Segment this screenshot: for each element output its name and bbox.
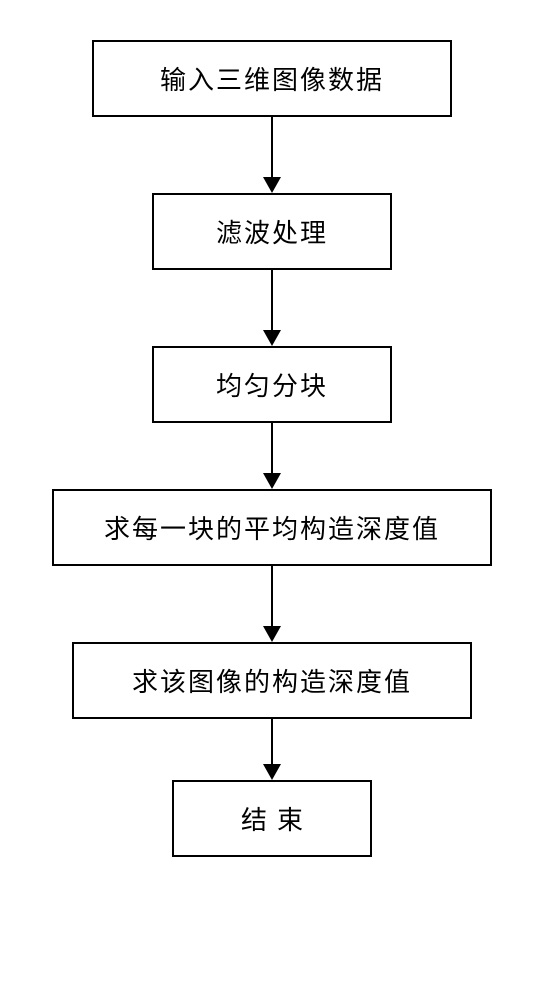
flow-node-end: 结束	[172, 780, 372, 857]
flow-node-label: 滤波处理	[216, 213, 328, 250]
arrow-line	[271, 566, 273, 626]
flow-node-image-depth: 求该图像的构造深度值	[72, 642, 472, 719]
arrow-head-icon	[263, 473, 281, 489]
arrow-head-icon	[263, 330, 281, 346]
arrow-head-icon	[263, 626, 281, 642]
flow-node-label: 结束	[241, 800, 313, 837]
flow-node-block-depth: 求每一块的平均构造深度值	[52, 489, 492, 566]
arrow-line	[271, 719, 273, 764]
arrow-line	[271, 270, 273, 330]
flow-arrow	[263, 117, 281, 193]
flow-node-label: 求每一块的平均构造深度值	[104, 509, 440, 546]
flow-node-label: 求该图像的构造深度值	[132, 662, 412, 699]
arrow-line	[271, 117, 273, 177]
flowchart-container: 输入三维图像数据 滤波处理 均匀分块 求每一块的平均构造深度值 求该图像的构造深…	[52, 0, 492, 857]
arrow-line	[271, 423, 273, 473]
arrow-head-icon	[263, 177, 281, 193]
arrow-head-icon	[263, 764, 281, 780]
flow-node-label: 输入三维图像数据	[160, 60, 384, 97]
flow-arrow	[263, 719, 281, 780]
flow-node-label: 均匀分块	[216, 366, 328, 403]
flow-arrow	[263, 566, 281, 642]
flow-arrow	[263, 423, 281, 489]
flow-node-filter: 滤波处理	[152, 193, 392, 270]
flow-node-partition: 均匀分块	[152, 346, 392, 423]
flow-arrow	[263, 270, 281, 346]
flow-node-input: 输入三维图像数据	[92, 40, 452, 117]
